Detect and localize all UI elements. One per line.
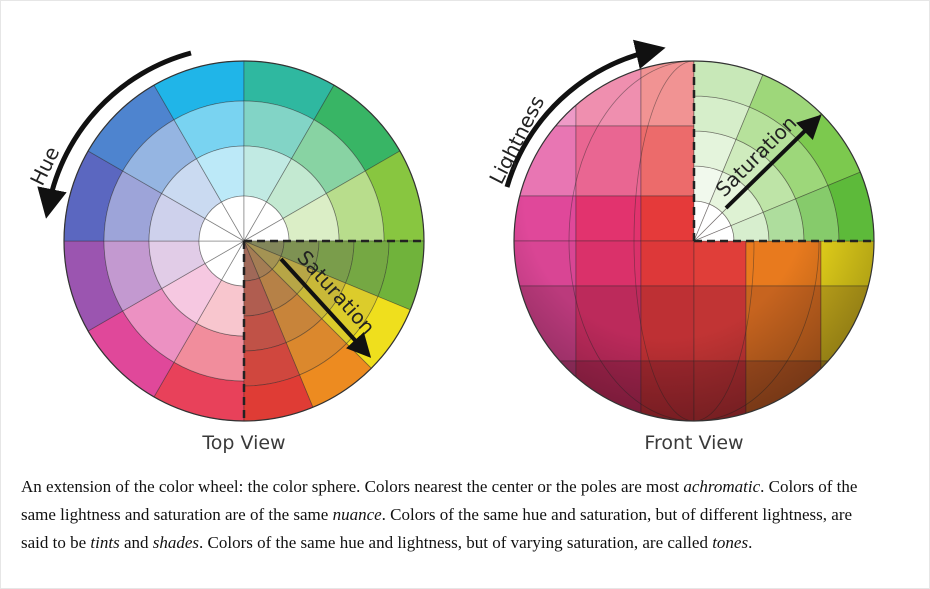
caption-term: nuance (333, 505, 382, 524)
view-label: Top View (201, 432, 285, 454)
front-view (514, 61, 874, 421)
caption-term: shades (153, 533, 199, 552)
caption-term: tints (90, 533, 119, 552)
caption-text: An extension of the color wheel: the col… (21, 477, 683, 496)
caption: An extension of the color wheel: the col… (21, 473, 881, 557)
caption-text: . Colors of the same hue and lightness, … (199, 533, 712, 552)
screenshot: Hue Lightness Saturation Saturation Top … (0, 0, 930, 589)
view-label: Front View (644, 432, 743, 454)
caption-term: tones (712, 533, 748, 552)
caption-term: achromatic (683, 477, 760, 496)
caption-text: . (748, 533, 752, 552)
caption-text: and (120, 533, 153, 552)
sphere-cell (514, 361, 576, 421)
diagram: Hue Lightness Saturation Saturation Top … (1, 1, 930, 471)
top-view (64, 61, 424, 421)
sphere-cell (821, 61, 874, 126)
sphere-cell (821, 361, 874, 421)
